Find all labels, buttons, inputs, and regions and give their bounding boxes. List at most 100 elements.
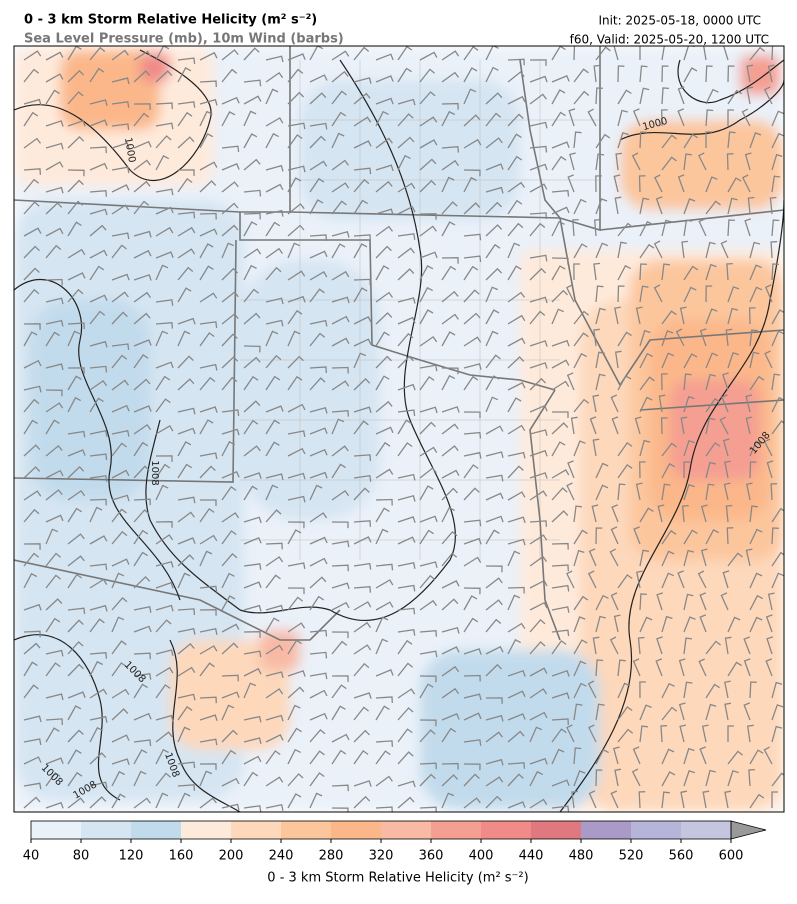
wind-barb (89, 397, 104, 413)
wind-barb (375, 164, 394, 172)
wind-barb (23, 68, 40, 83)
wind-barb (221, 356, 239, 369)
wind-barb (111, 793, 126, 809)
wind-barb (485, 714, 504, 722)
wind-barb (727, 725, 734, 742)
wind-barb (309, 750, 325, 765)
wind-barb (661, 310, 677, 325)
wind-barb (463, 537, 482, 545)
wind-barb (507, 538, 526, 546)
wind-barb (177, 330, 191, 347)
wind-barb (67, 221, 82, 237)
wind-barb (573, 440, 586, 457)
wind-barb (67, 272, 86, 281)
wind-barb (23, 756, 42, 765)
wind-barb (632, 658, 641, 677)
wind-barb (639, 396, 653, 413)
wind-barb (331, 582, 350, 590)
wind-barb (661, 550, 675, 567)
wind-barb (529, 579, 548, 589)
wind-barb (287, 562, 306, 570)
wind-barb (617, 109, 628, 127)
wind-barb (221, 485, 237, 501)
wind-barb (265, 776, 284, 787)
wind-barb (661, 373, 668, 391)
wind-barb (632, 108, 641, 127)
wind-barb (177, 67, 192, 83)
wind-barb (199, 98, 218, 106)
wind-barb (397, 796, 415, 809)
wind-barb (485, 112, 502, 127)
wind-barb (507, 71, 525, 83)
wind-barb (177, 177, 193, 193)
wind-barb (573, 352, 588, 369)
wind-barb (681, 504, 689, 523)
wind-barb (397, 247, 415, 259)
wind-barb (353, 352, 367, 369)
helicity-region (60, 50, 160, 130)
wind-barb (45, 727, 60, 743)
helicity-region (420, 650, 600, 810)
wind-barb (45, 120, 64, 127)
wind-barb (638, 791, 646, 809)
wind-barb (485, 474, 504, 482)
wind-barb (331, 380, 350, 391)
wind-barb (199, 609, 217, 616)
wind-barb (397, 516, 416, 523)
wind-barb (199, 180, 217, 193)
wind-barb (767, 592, 775, 611)
wind-barb (551, 639, 567, 655)
wind-barb (111, 343, 130, 350)
wind-barb (287, 295, 306, 303)
wind-barb (573, 198, 587, 215)
wind-barb (719, 416, 729, 435)
wind-barb (419, 574, 436, 589)
wind-barb (177, 101, 196, 108)
wind-barb (265, 209, 284, 217)
wind-barb (397, 383, 416, 391)
colorbar-bin (81, 821, 131, 839)
wind-barb (89, 208, 108, 216)
wind-barb (419, 773, 436, 787)
wind-barb (397, 728, 413, 743)
wind-barb (657, 504, 665, 523)
wind-barb (353, 199, 368, 215)
wind-barb (309, 234, 328, 242)
wind-barb (485, 163, 504, 171)
helicity-region (260, 630, 300, 670)
wind-barb (507, 516, 526, 524)
wind-barb (658, 394, 666, 413)
wind-barb (133, 551, 149, 567)
wind-barb (771, 330, 784, 347)
wind-barb (485, 286, 499, 303)
wind-barb (67, 396, 82, 413)
wind-barb (463, 312, 481, 325)
wind-barb (89, 46, 106, 61)
wind-barb (595, 373, 606, 391)
wind-barb (199, 51, 218, 61)
wind-barb (199, 406, 218, 413)
wind-barb (507, 465, 524, 479)
wind-barb (287, 177, 302, 193)
wind-barb (397, 662, 414, 677)
wind-barb (89, 578, 108, 589)
wind-barb (705, 703, 717, 721)
wind-barb (375, 507, 390, 523)
wind-barb (221, 777, 240, 787)
wind-barb (155, 604, 174, 612)
wind-barb (567, 460, 575, 479)
wind-barb (419, 683, 434, 699)
wind-barb (23, 398, 40, 413)
wind-barb (463, 431, 482, 439)
wind-barb (89, 535, 108, 545)
wind-barb (660, 417, 668, 435)
wind-barb (89, 796, 107, 809)
wind-barb (771, 219, 780, 237)
wind-barb (573, 46, 576, 61)
wind-barb (727, 286, 740, 303)
wind-barb (375, 775, 393, 787)
wind-barb (155, 714, 174, 722)
wind-barb (529, 472, 548, 479)
wind-barb (661, 442, 677, 457)
title: 0 - 3 km Storm Relative Helicity (m² s⁻²… (24, 13, 317, 28)
